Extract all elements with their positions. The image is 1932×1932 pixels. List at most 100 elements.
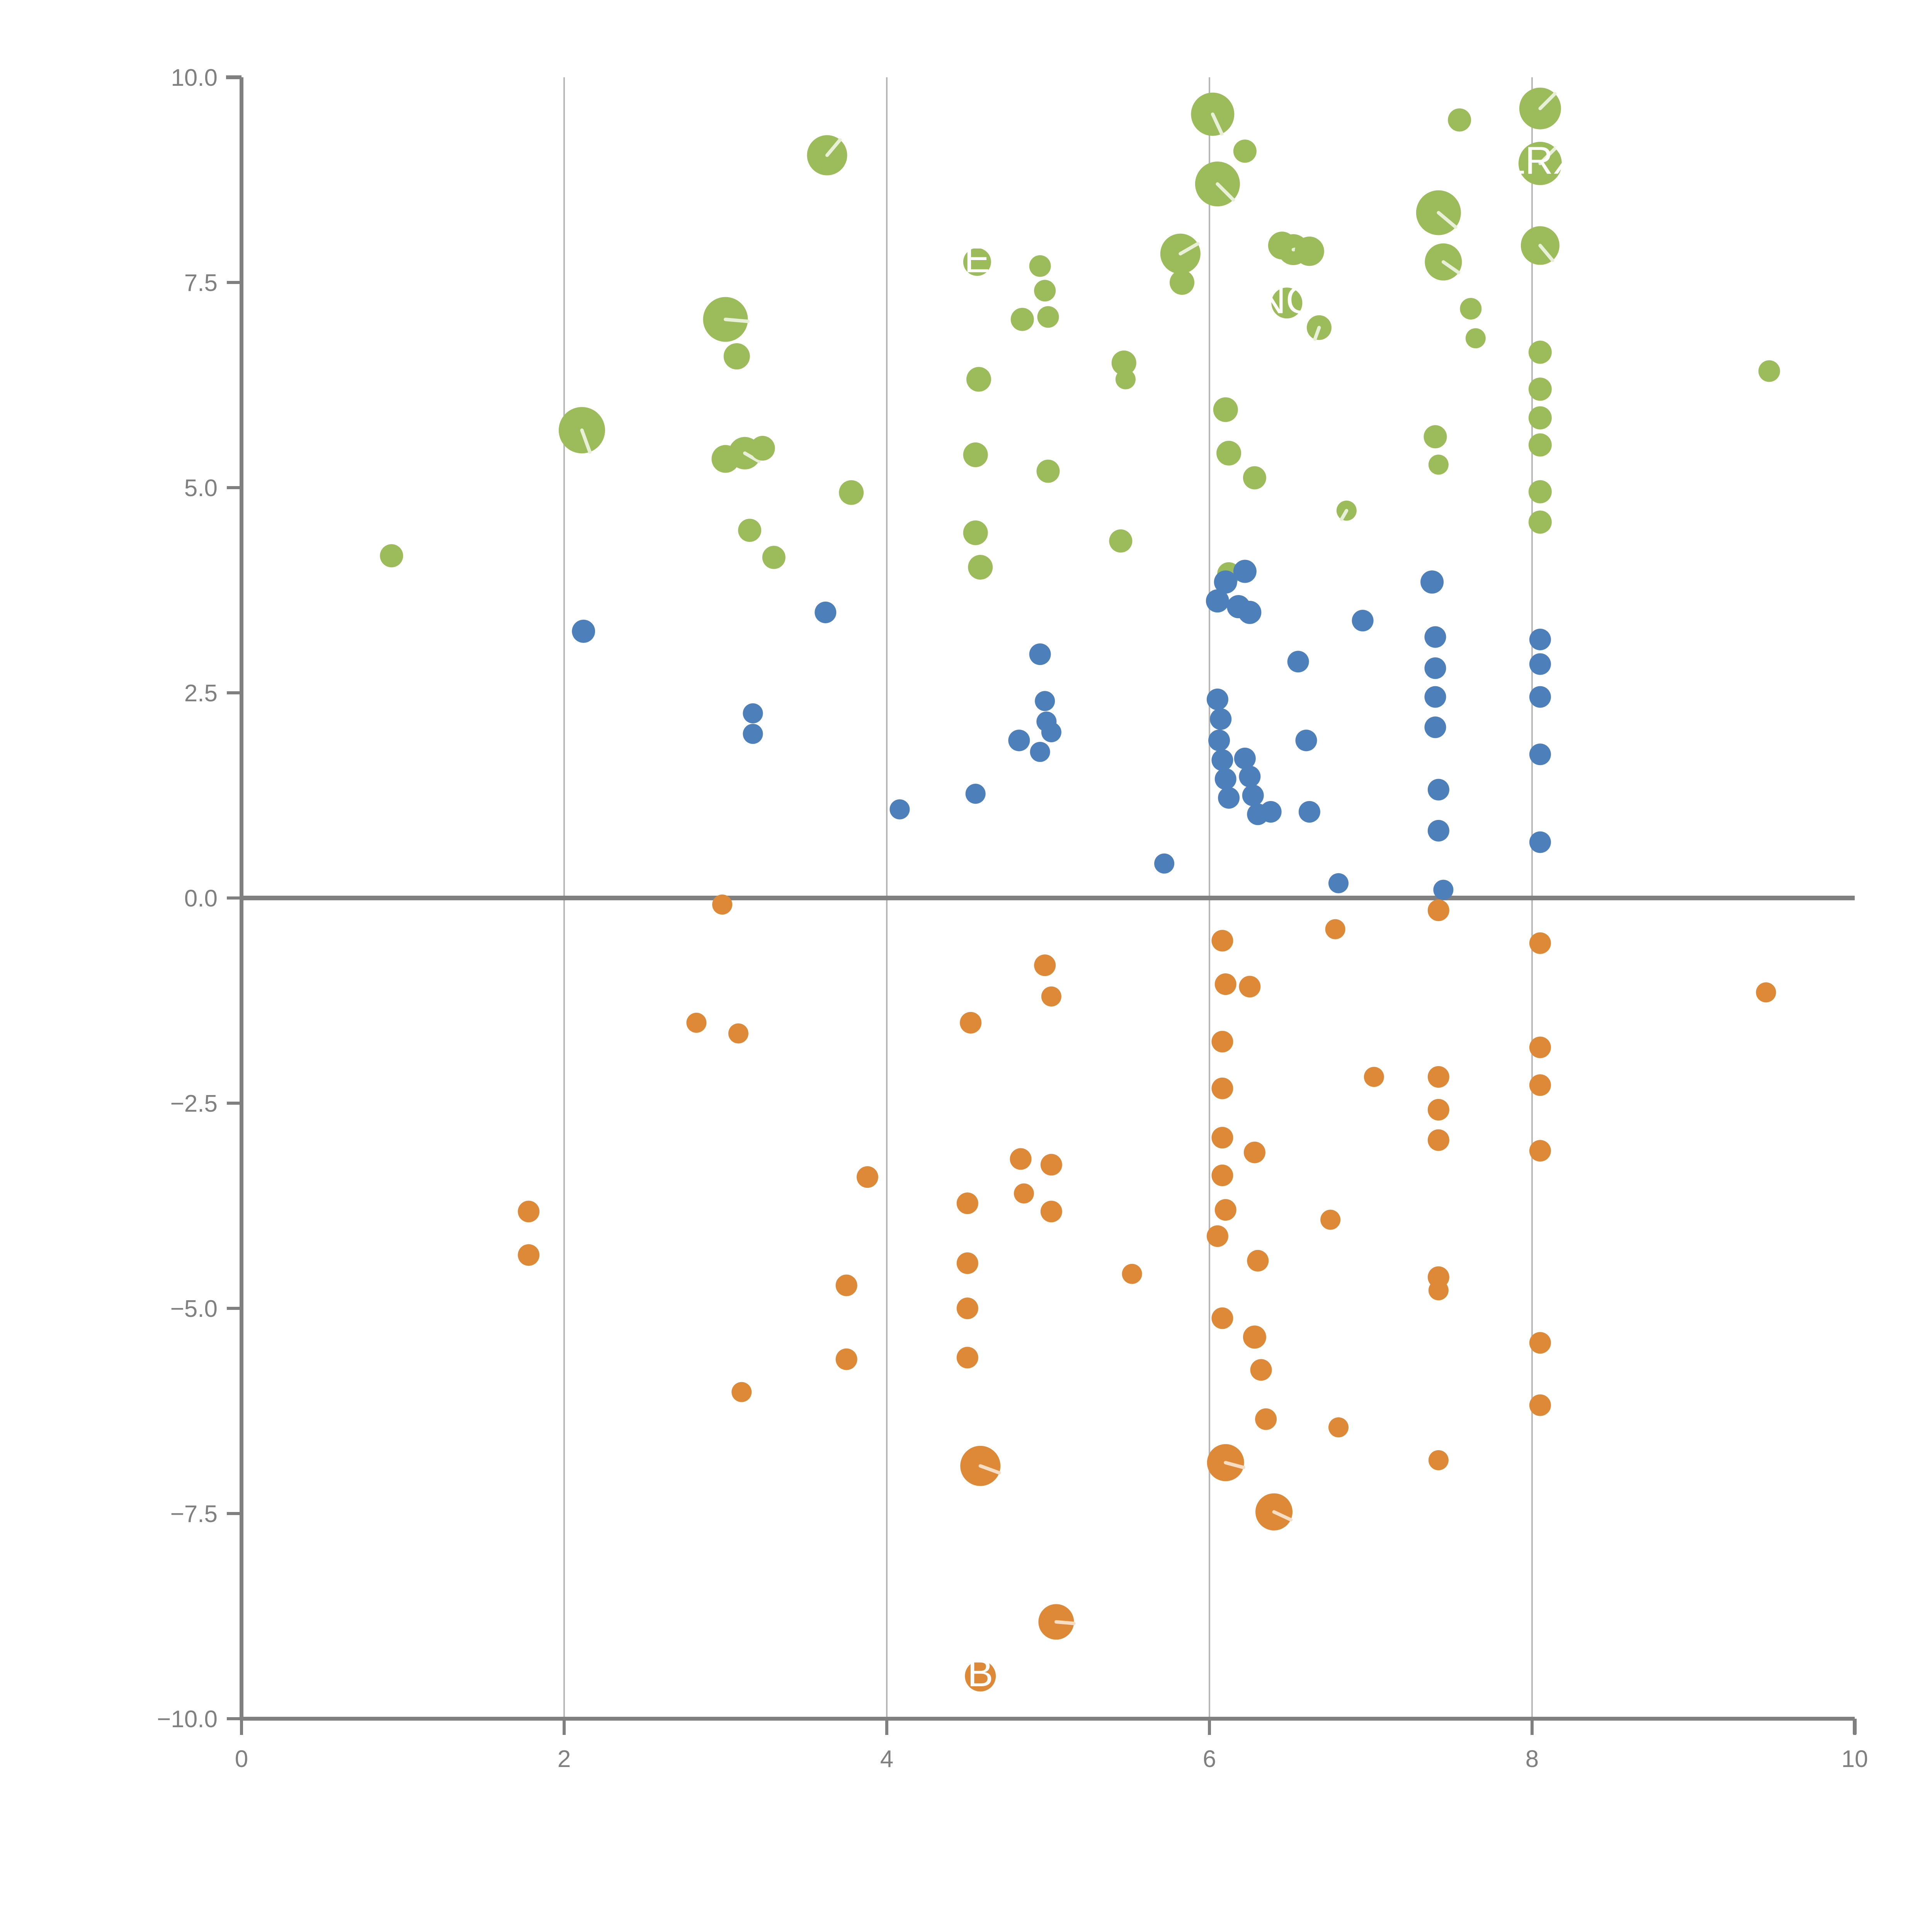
bubble-blue-1[interactable] [743, 703, 763, 724]
bubble-orange-28[interactable] [1211, 1127, 1233, 1149]
bubble-blue-8[interactable] [1035, 691, 1055, 711]
bubble-blue-40[interactable] [1427, 820, 1449, 842]
bubble-blue-22[interactable] [1214, 768, 1236, 790]
bubble-orange-31[interactable] [1206, 1225, 1228, 1247]
bubble-blue-20[interactable] [1208, 730, 1230, 752]
bubble-orange-16[interactable] [1010, 1148, 1032, 1170]
bubble-green-16[interactable] [1010, 308, 1034, 331]
bubble-orange-48[interactable] [1427, 1129, 1449, 1151]
bubble-green-28[interactable] [1213, 397, 1238, 422]
bubble-blue-10[interactable] [1030, 742, 1050, 762]
bubble-orange-6[interactable] [835, 1274, 857, 1296]
bubble-orange-47[interactable] [1427, 1099, 1449, 1121]
bubble-blue-5[interactable] [965, 784, 986, 804]
bubble-blue-36[interactable] [1424, 657, 1446, 679]
bubble-blue-3[interactable] [815, 601, 837, 623]
bubble-blue-28[interactable] [1260, 801, 1282, 823]
bubble-blue-45[interactable] [1529, 743, 1551, 765]
bubble-orange-9[interactable] [960, 1012, 982, 1034]
bubble-blue-29[interactable] [1287, 651, 1309, 673]
bubble-blue-39[interactable] [1427, 779, 1449, 801]
bubble-orange-41[interactable] [1325, 919, 1345, 939]
bubble-green-45[interactable] [1465, 328, 1486, 349]
bubble-blue-16[interactable] [1233, 560, 1257, 583]
bubble-blue-11[interactable] [1041, 722, 1061, 742]
bubble-orange-3[interactable] [686, 1012, 707, 1033]
bubble-blue-24[interactable] [1234, 747, 1256, 769]
bubble-green-15[interactable] [968, 555, 993, 580]
bubble-green-22[interactable] [1115, 369, 1136, 389]
bubble-blue-23[interactable] [1218, 787, 1240, 809]
bubble-orange-1[interactable] [518, 1244, 540, 1266]
bubble-orange-45[interactable] [1427, 899, 1449, 921]
bubble-orange-29[interactable] [1211, 1164, 1233, 1186]
bubble-green-21[interactable] [1111, 350, 1136, 376]
bubble-blue-26[interactable] [1242, 784, 1264, 806]
bubble-orange-58[interactable] [1756, 982, 1776, 1003]
bubble-green-44[interactable] [1460, 298, 1482, 320]
bubble-orange-18[interactable] [1034, 954, 1056, 976]
bubble-blue-41[interactable] [1433, 879, 1454, 900]
bubble-orange-30[interactable] [1214, 1199, 1236, 1221]
bubble-blue-35[interactable] [1424, 626, 1446, 648]
bubble-blue-4[interactable] [889, 799, 910, 820]
bubble-blue-21[interactable] [1211, 749, 1233, 771]
bubble-orange-42[interactable] [1320, 1209, 1341, 1230]
bubble-green-42[interactable] [1428, 454, 1449, 475]
bubble-orange-52[interactable] [1529, 932, 1551, 954]
bubble-green-0[interactable] [380, 544, 403, 568]
bubble-orange-13[interactable] [956, 1347, 978, 1369]
bubble-orange-56[interactable] [1529, 1332, 1551, 1354]
bubble-green-10[interactable] [839, 480, 864, 505]
bubble-green-3[interactable] [723, 343, 750, 370]
bubble-orange-39[interactable] [1255, 1408, 1277, 1430]
bubble-blue-0[interactable] [572, 619, 595, 643]
bubble-blue-37[interactable] [1424, 686, 1446, 708]
bubble-green-29[interactable] [1216, 440, 1242, 466]
bubble-orange-20[interactable] [1040, 1154, 1062, 1176]
bubble-orange-27[interactable] [1211, 1077, 1233, 1099]
bubble-blue-25[interactable] [1239, 765, 1261, 787]
bubble-green-6[interactable] [711, 445, 740, 473]
bubble-blue-18[interactable] [1206, 688, 1228, 710]
bubble-green-31[interactable] [1233, 139, 1257, 163]
bubble-blue-46[interactable] [1529, 831, 1551, 853]
bubble-blue-30[interactable] [1295, 730, 1317, 752]
bubble-orange-44[interactable] [1364, 1067, 1384, 1087]
bubble-green-19[interactable] [1037, 306, 1059, 328]
bubble-orange-23[interactable] [1122, 1264, 1142, 1284]
bubble-green-17[interactable] [1029, 255, 1051, 277]
bubble-blue-7[interactable] [1029, 643, 1051, 665]
bubble-blue-32[interactable] [1328, 873, 1349, 893]
bubble-green-49[interactable] [1528, 340, 1552, 364]
bubble-green-51[interactable] [1528, 406, 1552, 430]
bubble-green-14[interactable] [963, 520, 988, 545]
bubble-green-54[interactable] [1528, 510, 1552, 534]
bubble-green-25[interactable] [1170, 270, 1195, 295]
bubble-green-8[interactable] [762, 546, 786, 569]
data-points-group[interactable] [380, 87, 1780, 1692]
bubble-orange-34[interactable] [1239, 976, 1261, 998]
bubble-orange-5[interactable] [731, 1382, 752, 1402]
bubble-blue-34[interactable] [1420, 570, 1444, 594]
bubble-green-12[interactable] [966, 367, 991, 392]
bubble-green-23[interactable] [1109, 529, 1133, 553]
bubble-green-55[interactable] [1758, 360, 1780, 382]
bubble-orange-46[interactable] [1427, 1066, 1449, 1088]
bubble-orange-2[interactable] [712, 894, 733, 915]
bubble-orange-12[interactable] [956, 1298, 978, 1319]
bubble-orange-10[interactable] [956, 1192, 978, 1214]
bubble-green-41[interactable] [1423, 425, 1447, 449]
bubble-orange-8[interactable] [856, 1166, 878, 1188]
bubble-green-53[interactable] [1528, 480, 1552, 503]
bubble-orange-32[interactable] [1211, 1307, 1233, 1329]
bubble-green-5[interactable] [750, 436, 775, 461]
bubble-orange-57[interactable] [1529, 1394, 1551, 1416]
bubble-orange-36[interactable] [1247, 1250, 1269, 1272]
bubble-blue-33[interactable] [1352, 610, 1374, 632]
bubble-green-11[interactable] [963, 248, 991, 276]
bubble-orange-50[interactable] [1428, 1280, 1449, 1301]
bubble-orange-43[interactable] [1328, 1417, 1349, 1437]
bubble-green-52[interactable] [1528, 433, 1552, 457]
bubble-blue-2[interactable] [743, 724, 763, 744]
